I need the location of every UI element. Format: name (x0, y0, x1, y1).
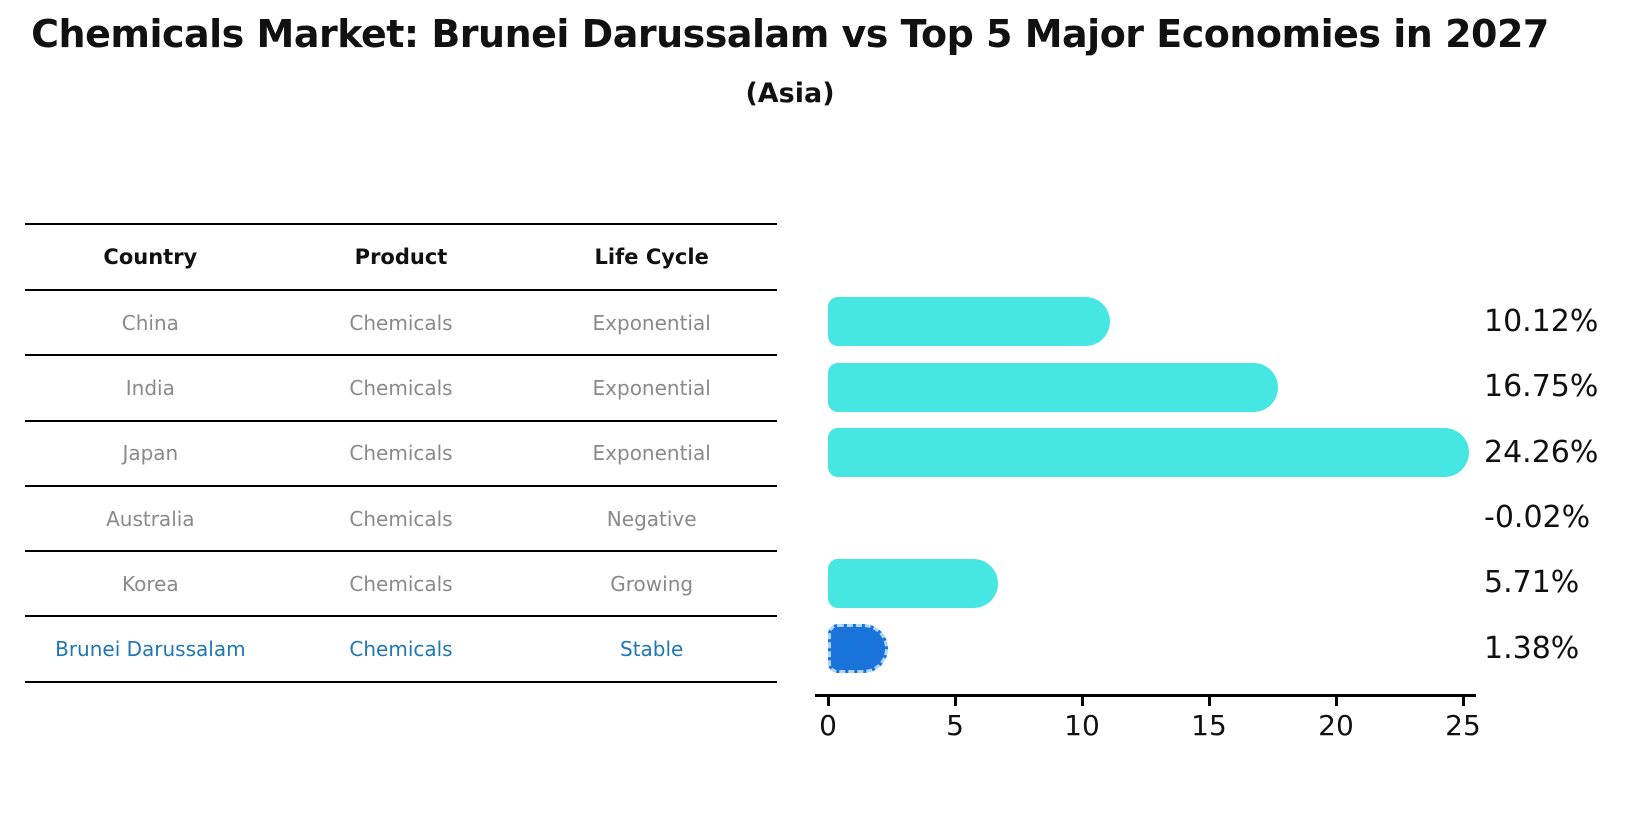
table-row-korea: Korea Chemicals Growing (25, 550, 777, 615)
chart-subtitle: (Asia) (745, 78, 835, 109)
x-axis-tick-label: 5 (946, 709, 964, 742)
value-label-india: 16.75% (1484, 369, 1599, 404)
x-axis-tick-label: 10 (1064, 709, 1100, 742)
column-header-product: Product (354, 245, 448, 269)
lifecycle-cell: Exponential (592, 375, 711, 400)
product-cell: Chemicals (349, 310, 453, 335)
lifecycle-cell: Exponential (592, 310, 711, 335)
column-header-lifecycle: Life Cycle (594, 245, 709, 269)
bar-japan (828, 428, 1469, 477)
product-cell: Chemicals (349, 506, 453, 531)
x-axis-tick-label: 25 (1445, 709, 1481, 742)
table-row-china: China Chemicals Exponential (25, 289, 777, 354)
bar-korea (828, 559, 998, 608)
table-row-australia: Australia Chemicals Negative (25, 484, 777, 550)
x-axis-tick (1335, 697, 1338, 706)
value-label-australia: -0.02% (1484, 500, 1591, 535)
table-row-india: India Chemicals Exponential (25, 354, 777, 419)
bar-brunei-darussalam (828, 624, 888, 673)
x-axis-line (815, 694, 1476, 697)
x-axis-tick (954, 697, 957, 706)
x-axis-tick-label: 20 (1318, 709, 1354, 742)
country-cell: Brunei Darussalam (55, 637, 246, 662)
country-cell: Australia (106, 506, 195, 531)
table-header-row: Country Product Life Cycle (25, 223, 777, 289)
product-cell: Chemicals (349, 441, 453, 466)
table-row-japan: Japan Chemicals Exponential (25, 419, 777, 485)
product-cell: Chemicals (349, 571, 453, 596)
lifecycle-cell: Growing (610, 571, 694, 596)
x-axis-tick-label: 0 (819, 709, 837, 742)
product-cell: Chemicals (349, 375, 453, 400)
country-cell: China (121, 310, 179, 335)
column-header-country: Country (103, 245, 198, 269)
country-cell: Korea (121, 571, 179, 596)
country-cell: India (125, 375, 175, 400)
value-label-korea: 5.71% (1484, 565, 1580, 600)
value-label-china: 10.12% (1484, 304, 1599, 339)
value-label-brunei-darussalam: 1.38% (1484, 631, 1580, 666)
x-axis-tick (1462, 697, 1465, 706)
bar-india (828, 363, 1278, 412)
lifecycle-cell: Stable (620, 637, 684, 662)
country-cell: Japan (122, 441, 179, 466)
comparison-table: Country Product Life Cycle China Chemica… (25, 223, 777, 683)
value-label-japan: 24.26% (1484, 435, 1599, 470)
product-cell: Chemicals (349, 637, 453, 662)
lifecycle-cell: Exponential (592, 441, 711, 466)
lifecycle-cell: Negative (606, 506, 697, 531)
chart-title: Chemicals Market: Brunei Darussalam vs T… (31, 12, 1549, 56)
table-row-brunei-darussalam: Brunei Darussalam Chemicals Stable (25, 615, 777, 680)
x-axis-tick (827, 697, 830, 706)
x-axis-tick (1081, 697, 1084, 706)
x-axis-tick-label: 15 (1191, 709, 1227, 742)
bar-china (828, 297, 1110, 346)
x-axis-tick (1208, 697, 1211, 706)
